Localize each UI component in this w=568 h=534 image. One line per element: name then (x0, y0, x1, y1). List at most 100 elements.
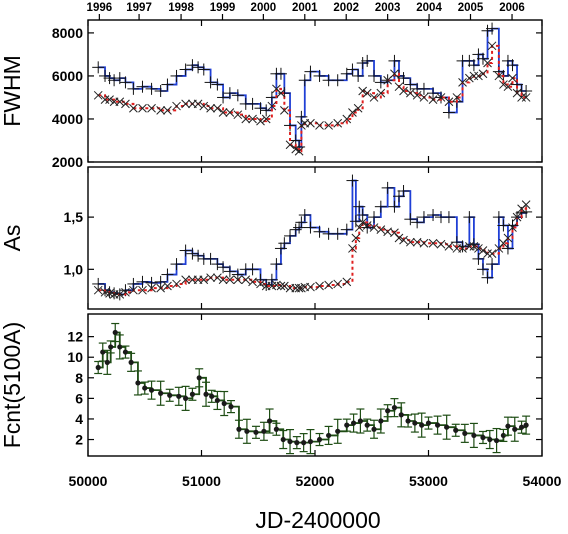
as-cross-point (256, 279, 265, 289)
fcnt-point (280, 436, 286, 443)
fwhm-cross-point (276, 88, 286, 98)
fcnt-point (244, 428, 250, 434)
as-cross-point (115, 290, 125, 299)
fcnt-point (287, 438, 293, 445)
fwhm-cross-point (503, 82, 513, 92)
fwhm-ytick-label: 2000 (52, 154, 83, 170)
fcnt-point (209, 393, 215, 399)
fwhm-cross-point (172, 101, 181, 111)
fcnt-ytick-label: 4 (75, 411, 83, 427)
as-cross-point (218, 275, 228, 285)
as-cross-point (465, 241, 474, 251)
fcnt-point (364, 422, 370, 428)
fcnt-point (294, 440, 300, 446)
fwhm-cross-point (474, 71, 483, 81)
fwhm-cross-point (428, 95, 438, 104)
fwhm-cross-point (294, 146, 304, 156)
as-cross-point (225, 275, 235, 285)
fcnt-point (326, 432, 332, 439)
year-label: 2002 (333, 2, 359, 14)
fcnt-point (95, 364, 101, 371)
fcnt-point (167, 392, 173, 398)
fwhm-cross-point (369, 93, 379, 102)
fwhm-cross-point (405, 88, 415, 98)
fcnt-point (301, 440, 307, 446)
fwhm-cross-point (494, 71, 504, 81)
fcnt-point (176, 393, 182, 399)
fcnt-point (273, 426, 280, 432)
fwhm-cross-point (193, 99, 203, 109)
as-ytick-label: 1,0 (64, 261, 84, 277)
fcnt-point (316, 436, 323, 443)
x-axis-label: JD-2400000 (255, 507, 380, 533)
top-year-axis: 1996 1997 1998 1999 2000 2001 2002 2003 2004 2005… (87, 2, 525, 20)
fwhm-cross-point (436, 93, 446, 102)
as-cross-point (138, 285, 147, 295)
fcnt-axis-label: Fcnt(5100A) (0, 322, 25, 449)
fwhm-cross-point (105, 95, 114, 104)
year-label: 1997 (126, 2, 152, 14)
x-tick-label: 54000 (523, 473, 562, 489)
as-cross-point (444, 241, 454, 251)
fwhm-ytick-label: 6000 (52, 68, 83, 84)
fwhm-cross-point (272, 84, 281, 94)
fwhm-cross-point (362, 88, 372, 98)
fcnt-point (487, 436, 493, 443)
fwhm-cross-point (147, 103, 156, 113)
as-cross-point (324, 280, 333, 290)
fcnt-point (357, 418, 363, 424)
fwhm-cross-point (517, 93, 526, 102)
as-cross-point (394, 233, 404, 243)
fwhm-cross-point (100, 95, 110, 104)
as-cross-point (276, 281, 286, 291)
fcnt-point (335, 428, 341, 434)
fwhm-cross-point (333, 118, 343, 128)
as-cross-point (428, 238, 438, 248)
fcnt-point (196, 375, 202, 381)
as-cross-point (419, 238, 429, 248)
as-cross-point (213, 273, 222, 283)
fwhm-axis-label: FWHM (0, 55, 25, 127)
fcnt-point (128, 359, 134, 365)
fwhm-cross-point (444, 97, 454, 107)
fcnt-point (307, 438, 314, 445)
fwhm-cross-point (129, 103, 138, 113)
as-cross-point (233, 275, 243, 285)
continuum-flux-panel: 2 4 6 8 10 12 Fcnt(5100A) (0, 313, 543, 457)
as-cross-point (503, 233, 513, 243)
fwhm-cross-point (291, 144, 301, 154)
fwhm-cross-point (306, 118, 315, 128)
fwhm-cross-point (225, 108, 235, 117)
as-cross-point (199, 275, 209, 285)
fwhm-cross-point (358, 86, 368, 96)
fwhm-cross-point (399, 86, 408, 96)
fcnt-point (453, 427, 459, 433)
fcnt-point (391, 405, 398, 411)
fcnt-point (108, 344, 114, 350)
as-cross-point (294, 283, 304, 293)
fcnt-point (471, 432, 477, 439)
fcnt-ytick-label: 12 (67, 329, 83, 345)
fwhm-cross-point (376, 88, 386, 98)
year-label: 1996 (87, 2, 113, 14)
fwhm-cross-point (218, 108, 228, 117)
fwhm-cross-point (521, 93, 531, 102)
fcnt-series-0-line (98, 331, 528, 444)
as-cross-point (105, 288, 114, 298)
fcnt-point (261, 428, 267, 434)
fcnt-point (122, 349, 129, 355)
year-label: 2005 (458, 2, 484, 14)
fcnt-ytick-label: 6 (75, 390, 83, 406)
fcnt-ytick-label: 2 (75, 432, 83, 448)
fwhm-cross-point (478, 69, 488, 79)
as-cross-point (342, 277, 352, 287)
year-label: 2001 (292, 2, 318, 14)
fcnt-point (253, 429, 259, 435)
as-cross-point (280, 281, 289, 291)
as-cross-point (354, 223, 364, 232)
fwhm-cross-point (156, 106, 165, 115)
year-label: 2006 (499, 2, 525, 14)
fcnt-point (189, 391, 196, 397)
fcnt-point (350, 420, 357, 426)
